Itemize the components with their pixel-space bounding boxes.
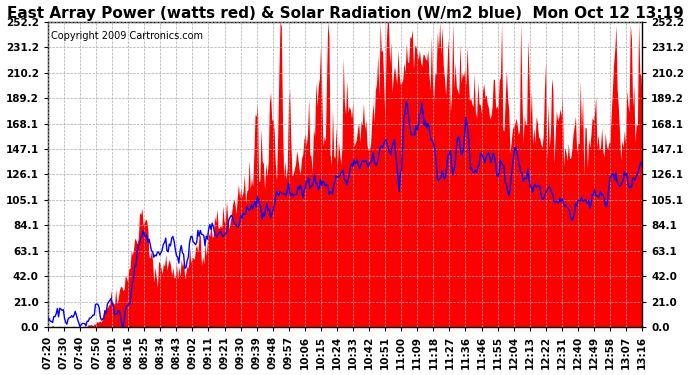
Text: Copyright 2009 Cartronics.com: Copyright 2009 Cartronics.com (51, 31, 203, 41)
Title: East Array Power (watts red) & Solar Radiation (W/m2 blue)  Mon Oct 12 13:19: East Array Power (watts red) & Solar Rad… (7, 6, 683, 21)
